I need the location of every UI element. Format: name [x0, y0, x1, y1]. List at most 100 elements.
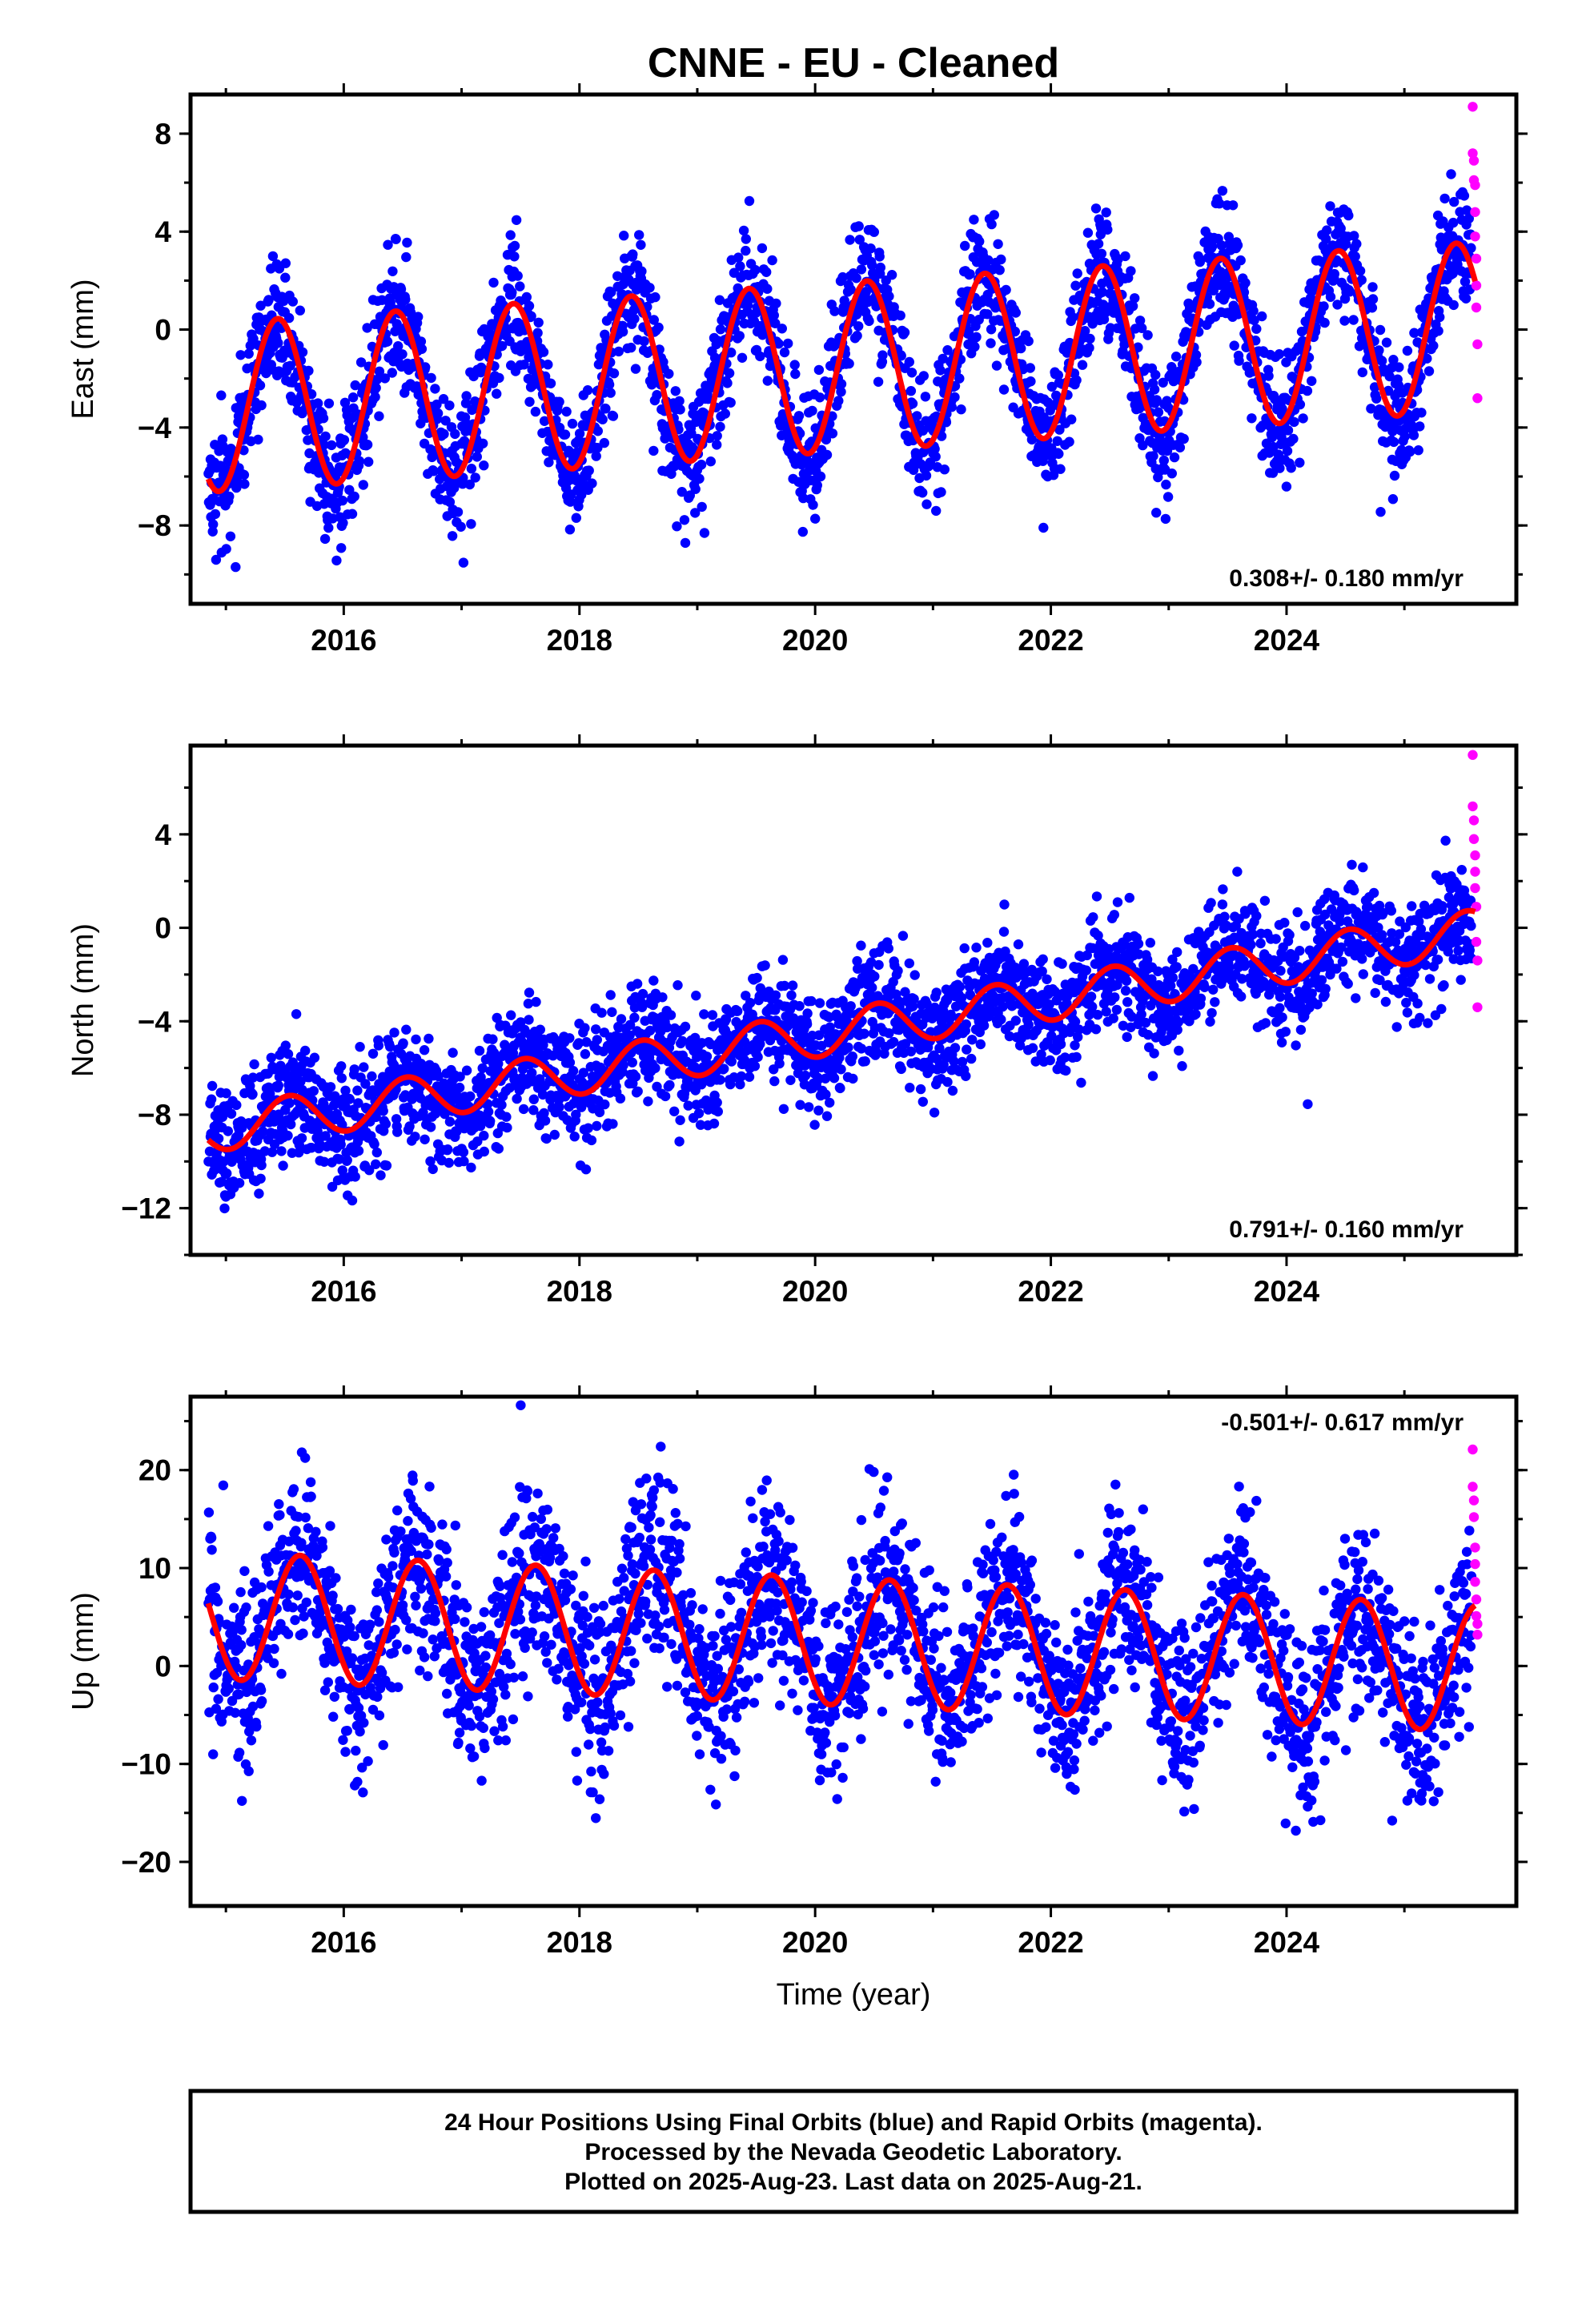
final-orbit-point	[986, 324, 997, 335]
final-orbit-point	[1145, 938, 1156, 948]
final-orbit-point	[954, 373, 965, 384]
final-orbit-point	[674, 1136, 685, 1147]
final-orbit-point	[1374, 345, 1384, 356]
final-orbit-point	[1205, 1016, 1215, 1027]
final-orbit-point	[690, 484, 701, 494]
final-orbit-point	[715, 421, 725, 432]
final-orbit-point	[1071, 1051, 1082, 1063]
final-orbit-point	[1177, 1061, 1187, 1072]
final-orbit-point	[401, 1024, 412, 1035]
final-orbit-point	[895, 310, 905, 321]
final-orbit-point	[962, 1044, 972, 1055]
final-orbit-point	[720, 408, 730, 419]
final-orbit-point	[466, 464, 477, 474]
final-orbit-point	[726, 1056, 737, 1067]
final-orbit-point	[1174, 442, 1186, 452]
final-orbit-point	[1356, 275, 1367, 285]
final-orbit-point	[1111, 1004, 1122, 1015]
final-orbit-point	[1088, 912, 1098, 923]
final-orbit-point	[982, 309, 993, 320]
final-orbit-point	[930, 452, 941, 462]
final-orbit-point	[627, 1057, 637, 1068]
final-orbit-point	[833, 396, 844, 406]
final-orbit-point	[512, 1093, 522, 1104]
final-orbit-point	[210, 509, 221, 520]
final-orbit-point	[1207, 241, 1218, 251]
final-orbit-point	[699, 1009, 709, 1019]
final-orbit-point	[1461, 205, 1472, 215]
final-orbit-point	[993, 239, 1003, 249]
final-orbit-point	[1319, 301, 1329, 312]
final-orbit-point	[652, 1081, 662, 1092]
final-orbit-point	[543, 360, 553, 370]
final-orbit-point	[729, 1072, 740, 1083]
final-orbit-point	[1402, 345, 1413, 356]
final-orbit-point	[496, 340, 508, 352]
final-orbit-point	[1162, 492, 1174, 502]
final-orbit-point	[949, 1056, 959, 1067]
final-orbit-point	[430, 384, 440, 394]
final-orbit-point	[1367, 282, 1378, 292]
final-orbit-point	[1340, 239, 1351, 249]
final-orbit-point	[845, 284, 856, 295]
final-orbit-point	[736, 1071, 747, 1082]
rapid-orbit-point	[1468, 155, 1480, 166]
final-orbit-point	[1274, 349, 1285, 360]
final-orbit-point	[370, 392, 380, 402]
final-orbit-point	[213, 1133, 224, 1144]
final-orbit-point	[859, 1028, 869, 1039]
final-orbit-point	[1137, 323, 1147, 333]
final-orbit-point	[921, 470, 932, 481]
final-orbit-point	[926, 1027, 936, 1037]
final-orbit-point	[1070, 1040, 1080, 1051]
final-orbit-point	[1388, 355, 1399, 365]
final-orbit-point	[1332, 300, 1343, 310]
final-orbit-point	[458, 557, 469, 568]
final-orbit-point	[1052, 436, 1062, 446]
final-orbit-point	[574, 428, 585, 439]
final-orbit-point	[472, 1136, 483, 1147]
x-tick-label: 2016	[311, 624, 376, 657]
final-orbit-point	[312, 398, 323, 408]
final-orbit-point	[938, 1059, 949, 1070]
final-orbit-point	[350, 1172, 360, 1182]
final-orbit-point	[813, 1105, 824, 1116]
final-orbit-point	[1249, 315, 1259, 326]
final-orbit-point	[1384, 371, 1395, 382]
final-orbit-point	[669, 1106, 680, 1117]
final-orbit-point	[837, 271, 848, 283]
final-orbit-point	[1207, 1007, 1217, 1019]
final-orbit-point	[444, 1116, 456, 1127]
final-orbit-point	[1093, 239, 1104, 249]
final-orbit-point	[466, 519, 476, 529]
final-orbit-point	[258, 1126, 268, 1136]
final-orbit-point	[670, 386, 681, 396]
y-tick-label: 0	[155, 314, 171, 347]
final-orbit-point	[829, 1073, 840, 1084]
final-orbit-point	[607, 1007, 617, 1018]
final-orbit-point	[845, 235, 855, 245]
final-orbit-point	[278, 1160, 288, 1171]
final-orbit-point	[994, 265, 1005, 275]
final-orbit-point	[608, 411, 619, 421]
final-orbit-point	[479, 460, 489, 471]
final-orbit-point	[1282, 445, 1293, 456]
final-orbit-point	[1134, 316, 1146, 326]
final-orbit-point	[530, 406, 541, 417]
final-orbit-point	[905, 1083, 915, 1093]
final-orbit-point	[996, 1014, 1006, 1025]
final-orbit-point	[770, 990, 781, 1001]
final-orbit-point	[1195, 993, 1207, 1004]
final-orbit-point	[360, 1079, 371, 1089]
final-orbit-point	[1037, 966, 1047, 977]
final-orbit-point	[998, 1001, 1008, 1012]
final-orbit-point	[825, 1097, 835, 1108]
final-orbit-point	[907, 398, 918, 409]
final-orbit-point	[853, 321, 864, 332]
final-orbit-point	[971, 943, 982, 953]
final-orbit-point	[703, 394, 713, 404]
final-orbit-point	[493, 1144, 504, 1154]
final-orbit-point	[931, 987, 942, 998]
final-orbit-point	[564, 1033, 575, 1043]
